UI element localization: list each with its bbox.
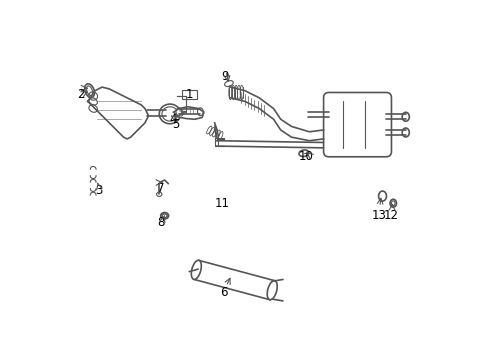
Text: 1: 1 xyxy=(186,88,194,101)
Text: 13: 13 xyxy=(371,209,387,222)
FancyBboxPatch shape xyxy=(182,90,197,99)
Polygon shape xyxy=(173,107,204,119)
Text: 4: 4 xyxy=(170,113,177,126)
Text: 12: 12 xyxy=(384,209,399,222)
Polygon shape xyxy=(194,260,275,300)
Text: 11: 11 xyxy=(214,197,229,210)
Ellipse shape xyxy=(402,128,409,137)
Text: 5: 5 xyxy=(172,118,179,131)
Ellipse shape xyxy=(402,112,409,121)
Text: 9: 9 xyxy=(221,70,229,83)
Text: 8: 8 xyxy=(157,216,165,229)
FancyBboxPatch shape xyxy=(323,93,392,157)
Ellipse shape xyxy=(267,281,277,300)
Text: 7: 7 xyxy=(157,183,165,195)
Text: 3: 3 xyxy=(95,184,102,197)
Text: 10: 10 xyxy=(298,150,313,163)
Text: 6: 6 xyxy=(220,286,227,299)
Text: 2: 2 xyxy=(77,88,84,101)
Ellipse shape xyxy=(191,260,201,279)
